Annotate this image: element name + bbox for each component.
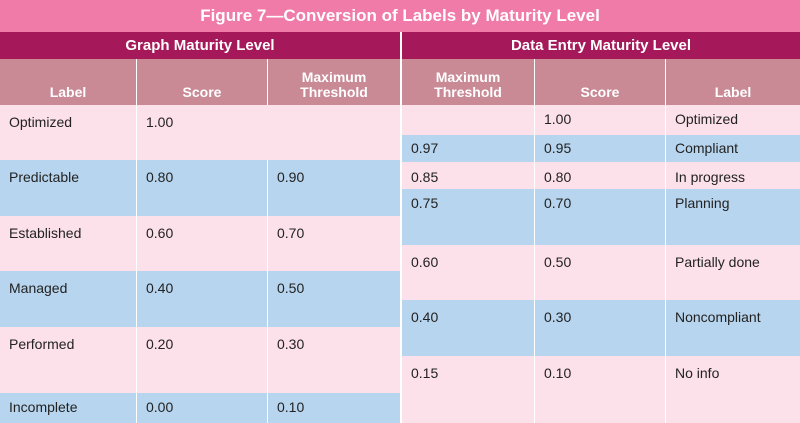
graph-score-header: Score [137, 59, 267, 105]
data-entry-row-score: 0.70 [535, 189, 665, 245]
graph-row-threshold: 0.70 [268, 216, 400, 271]
graph-row-label: Performed [0, 327, 136, 393]
graph-label-header: Label [0, 59, 136, 105]
graph-row-threshold: 0.30 [268, 327, 400, 393]
graph-row-score: 0.60 [137, 216, 267, 271]
data-entry-row-label: In progress [666, 162, 800, 189]
graph-row-threshold: 0.10 [268, 393, 400, 423]
data-entry-score-header: Score [535, 59, 665, 105]
graph-row-score: 0.20 [137, 327, 267, 393]
graph-row-threshold: 0.90 [268, 160, 400, 216]
data-entry-row-threshold [402, 105, 534, 135]
graph-maturity-heading: Graph Maturity Level [0, 32, 400, 59]
data-entry-row-label: Planning [666, 189, 800, 245]
data-entry-row-score: 0.80 [535, 162, 665, 189]
table-divider [400, 32, 402, 423]
graph-row-label: Established [0, 216, 136, 271]
graph-row-threshold: 0.50 [268, 271, 400, 327]
graph-row-score: 1.00 [137, 105, 400, 160]
data-entry-row-score: 0.10 [535, 356, 665, 423]
figure-title: Figure 7—Conversion of Labels by Maturit… [0, 0, 800, 32]
graph-row-label: Managed [0, 271, 136, 327]
data-entry-row-threshold: 0.40 [402, 300, 534, 356]
data-entry-row-label: Optimized [666, 105, 800, 135]
data-entry-row-score: 0.30 [535, 300, 665, 356]
graph-row-score: 0.00 [137, 393, 267, 423]
data-entry-row-threshold: 0.60 [402, 245, 534, 300]
data-entry-row-label: Compliant [666, 135, 800, 162]
data-entry-row-label: No info [666, 356, 800, 423]
data-entry-threshold-header: Maximum Threshold [402, 59, 534, 105]
data-entry-maturity-heading: Data Entry Maturity Level [402, 32, 800, 59]
data-entry-label-header: Label [666, 59, 800, 105]
data-entry-row-threshold: 0.15 [402, 356, 534, 423]
data-entry-row-threshold: 0.97 [402, 135, 534, 162]
data-entry-row-threshold: 0.85 [402, 162, 534, 189]
graph-row-label: Incomplete [0, 393, 136, 423]
data-entry-row-score: 1.00 [535, 105, 665, 135]
data-entry-row-threshold: 0.75 [402, 189, 534, 245]
graph-row-label: Predictable [0, 160, 136, 216]
graph-threshold-header: Maximum Threshold [268, 59, 400, 105]
data-entry-row-score: 0.50 [535, 245, 665, 300]
data-entry-row-label: Noncompliant [666, 300, 800, 356]
graph-row-score: 0.80 [137, 160, 267, 216]
graph-row-score: 0.40 [137, 271, 267, 327]
graph-row-label: Optimized [0, 105, 136, 160]
data-entry-row-label: Partially done [666, 245, 800, 300]
data-entry-row-score: 0.95 [535, 135, 665, 162]
